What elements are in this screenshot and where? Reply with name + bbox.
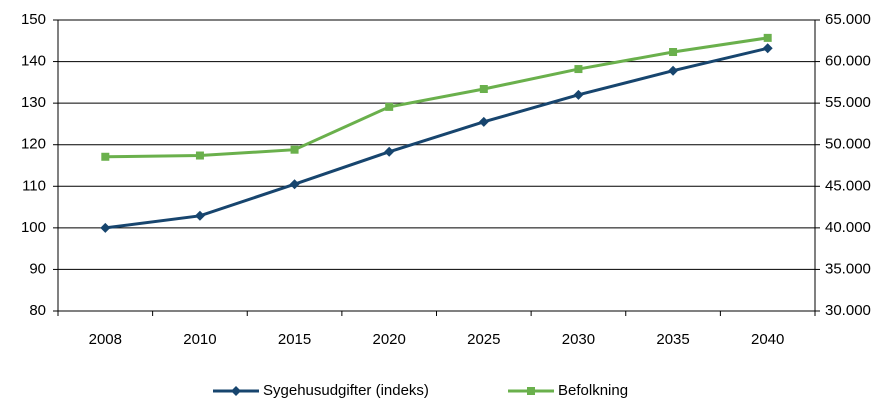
y2-tick-label: 35.000 [825, 260, 871, 277]
point-marker [101, 152, 110, 161]
legend-marker [231, 386, 241, 396]
y2-tick-label: 40.000 [825, 219, 871, 236]
point-marker [669, 48, 678, 57]
y2-tick-label: 45.000 [825, 177, 871, 194]
legend-marker [527, 387, 535, 395]
point-marker [100, 222, 111, 233]
x-tick-label: 2030 [562, 331, 595, 348]
x-tick-label: 2040 [751, 331, 784, 348]
point-marker [289, 179, 300, 190]
y-tick-label: 110 [22, 177, 46, 194]
x-tick-label: 2015 [278, 331, 311, 348]
y-tick-label: 140 [21, 53, 46, 70]
point-marker [194, 210, 205, 221]
y2-tick-label: 50.000 [825, 136, 871, 153]
x-tick-label: 2010 [183, 331, 216, 348]
x-tick-label: 2035 [656, 331, 689, 348]
legend-label: Befolkning [558, 382, 628, 399]
point-marker [762, 43, 773, 54]
point-marker [385, 102, 394, 111]
x-tick-label: 2025 [467, 331, 500, 348]
y-tick-label: 100 [21, 219, 46, 236]
point-marker [195, 151, 204, 160]
point-marker [763, 33, 772, 42]
x-tick-label: 2020 [373, 331, 406, 348]
legend-label: Sygehusudgifter (indeks) [263, 382, 429, 399]
point-marker [668, 65, 679, 76]
point-marker [573, 89, 584, 100]
y-tick-label: 120 [21, 136, 46, 153]
series-line [105, 36, 768, 159]
point-marker [290, 145, 299, 154]
point-marker [574, 65, 583, 74]
y2-tick-label: 30.000 [825, 302, 871, 319]
y2-tick-label: 55.000 [825, 94, 871, 111]
y-tick-label: 80 [29, 302, 46, 319]
y-tick-label: 130 [21, 94, 46, 111]
y2-tick-label: 65.000 [825, 11, 871, 28]
y2-tick-label: 60.000 [825, 53, 871, 70]
series-line [105, 46, 769, 230]
point-marker [479, 85, 488, 94]
y-tick-label: 90 [29, 260, 46, 277]
point-marker [478, 116, 489, 127]
point-marker [384, 146, 395, 157]
x-tick-label: 2008 [89, 331, 122, 348]
y-tick-label: 150 [21, 11, 46, 28]
